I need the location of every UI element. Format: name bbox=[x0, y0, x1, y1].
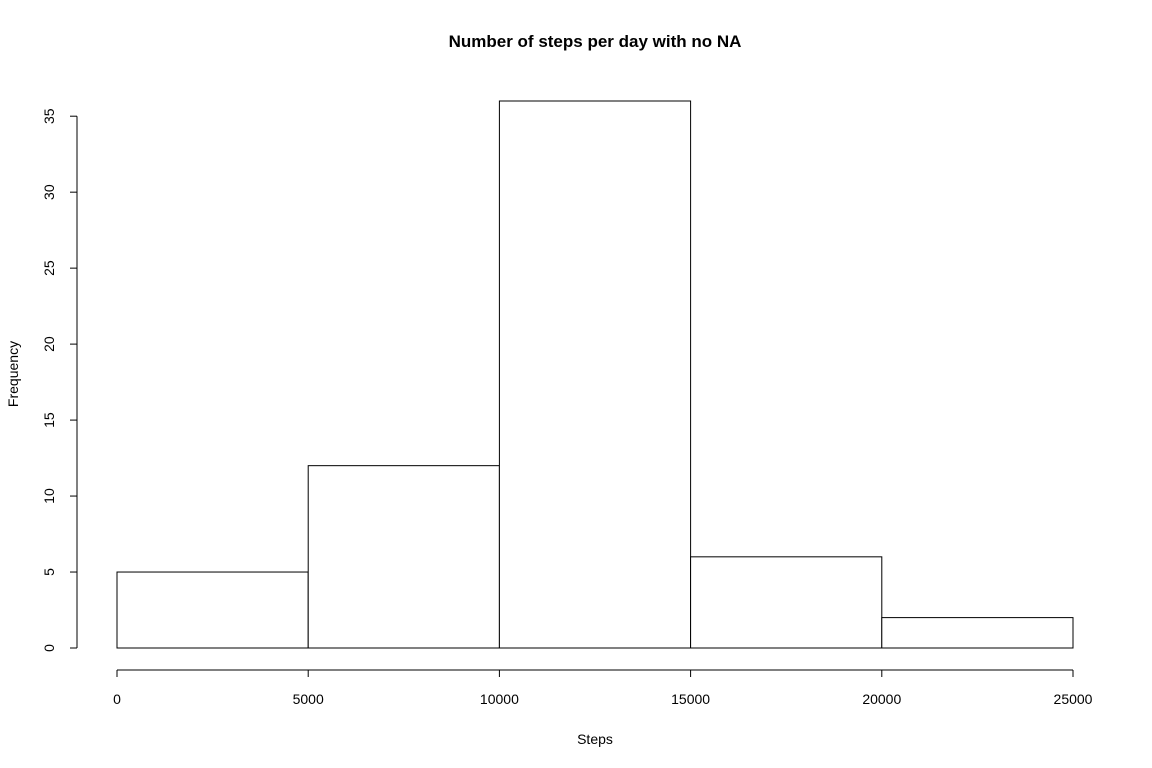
x-tick-label-1: 5000 bbox=[293, 691, 324, 707]
bars-group bbox=[116, 100, 1074, 649]
y-tick-label-5: 25 bbox=[41, 260, 57, 276]
bar-0 bbox=[116, 571, 309, 649]
bar-2 bbox=[498, 100, 692, 649]
x-axis: 0 5000 10000 15000 20000 25000 bbox=[113, 669, 1093, 707]
y-tick-label-1: 5 bbox=[41, 568, 57, 576]
y-axis-label: Frequency bbox=[5, 341, 21, 407]
y-tick-label-2: 10 bbox=[41, 488, 57, 504]
x-tick-label-5: 25000 bbox=[1054, 691, 1093, 707]
x-axis-label: Steps bbox=[577, 731, 613, 747]
y-tick-label-6: 30 bbox=[41, 184, 57, 200]
y-tick-label-7: 35 bbox=[41, 108, 57, 124]
y-axis: 0 5 10 15 20 25 30 35 bbox=[41, 108, 78, 652]
bar-1 bbox=[307, 465, 500, 649]
x-tick-label-0: 0 bbox=[113, 691, 121, 707]
bar-3 bbox=[690, 556, 883, 649]
y-tick-label-0: 0 bbox=[41, 644, 57, 652]
y-tick-label-3: 15 bbox=[41, 412, 57, 428]
bar-4 bbox=[881, 617, 1074, 649]
chart-title: Number of steps per day with no NA bbox=[449, 32, 742, 51]
x-tick-label-4: 20000 bbox=[862, 691, 901, 707]
x-tick-label-3: 15000 bbox=[671, 691, 710, 707]
y-tick-label-4: 20 bbox=[41, 336, 57, 352]
x-tick-label-2: 10000 bbox=[480, 691, 519, 707]
